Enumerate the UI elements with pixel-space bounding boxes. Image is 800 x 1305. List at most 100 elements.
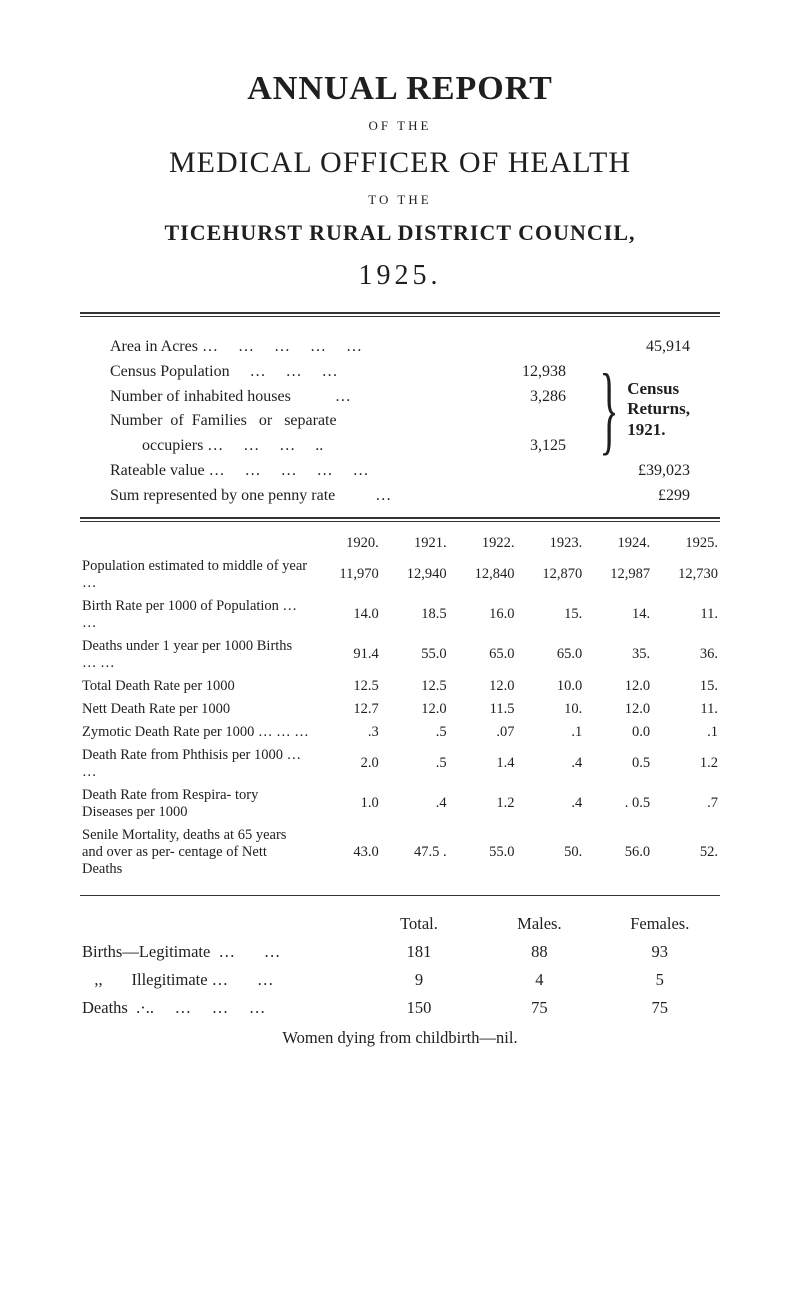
- rateable-value: £39,023: [580, 459, 690, 484]
- stats-cell: 91.4: [313, 635, 381, 675]
- stats-cell: .07: [449, 721, 517, 744]
- stats-cell: 52.: [652, 824, 720, 881]
- lower-footer: Women dying from childbirth—nil.: [80, 1028, 720, 1048]
- stats-cell: 12,870: [516, 555, 584, 595]
- stats-cell: 35.: [584, 635, 652, 675]
- stats-cell: .4: [516, 744, 584, 784]
- stats-cell: 12,940: [381, 555, 449, 595]
- title-year: 1925.: [80, 260, 720, 292]
- stats-cell: 12,987: [584, 555, 652, 595]
- stats-year-2: 1922.: [449, 532, 517, 555]
- lower-row-total: 150: [359, 994, 479, 1022]
- area-label: Area in Acres … … … … …: [110, 335, 502, 360]
- stats-cell: .4: [516, 784, 584, 824]
- sum-value: £299: [580, 484, 690, 509]
- stats-year-3: 1923.: [516, 532, 584, 555]
- census-pop-label: Census Population … … …: [110, 360, 496, 385]
- stats-cell: 15.: [652, 675, 720, 698]
- stats-cell: 15.: [516, 595, 584, 635]
- lower-row: Births—Legitimate … …1818893: [80, 938, 720, 966]
- stats-cell: .4: [381, 784, 449, 824]
- stats-cell: 14.0: [313, 595, 381, 635]
- divider-mid-b: [80, 521, 720, 522]
- lower-row-females: 93: [600, 938, 720, 966]
- stats-cell: 43.0: [313, 824, 381, 881]
- lower-block: Total. Males. Females. Births—Legitimate…: [80, 910, 720, 1048]
- stats-row-label: Nett Death Rate per 1000: [80, 698, 313, 721]
- sum-label: Sum represented by one penny rate …: [110, 484, 502, 509]
- stats-row-label: Total Death Rate per 1000: [80, 675, 313, 698]
- title-annual-report: ANNUAL REPORT: [80, 70, 720, 108]
- stats-cell: 1.2: [449, 784, 517, 824]
- inhabited-value: 3,286: [496, 385, 574, 410]
- lower-row-males: 75: [479, 994, 599, 1022]
- stats-cell: 11.5: [449, 698, 517, 721]
- stats-row: Total Death Rate per 100012.512.512.010.…: [80, 675, 720, 698]
- label-to-the: TO THE: [80, 192, 720, 208]
- stats-cell: 16.0: [449, 595, 517, 635]
- stats-cell: 2.0: [313, 744, 381, 784]
- stats-cell: 10.0: [516, 675, 584, 698]
- lower-row-males: 4: [479, 966, 599, 994]
- stats-row: Birth Rate per 1000 of Population … …14.…: [80, 595, 720, 635]
- stats-cell: 65.0: [449, 635, 517, 675]
- stats-cell: 12.7: [313, 698, 381, 721]
- stats-year-0: 1920.: [313, 532, 381, 555]
- stats-row: Zymotic Death Rate per 1000 … … ….3.5.07…: [80, 721, 720, 744]
- lower-hd-females: Females.: [600, 910, 720, 938]
- stats-cell: 56.0: [584, 824, 652, 881]
- stats-year-5: 1925.: [652, 532, 720, 555]
- stats-row-label: Deaths under 1 year per 1000 Births … …: [80, 635, 313, 675]
- stats-cell: 12.0: [584, 675, 652, 698]
- stats-cell: .3: [313, 721, 381, 744]
- area-value-spacer: [502, 335, 580, 360]
- stats-cell: 12,730: [652, 555, 720, 595]
- stats-cell: .1: [516, 721, 584, 744]
- lower-row-males: 88: [479, 938, 599, 966]
- lower-hd-total: Total.: [359, 910, 479, 938]
- stats-cell: 65.0: [516, 635, 584, 675]
- stats-cell: 50.: [516, 824, 584, 881]
- stats-cell: .5: [381, 744, 449, 784]
- stats-cell: 12.5: [381, 675, 449, 698]
- stats-row-label: Population estimated to middle of year …: [80, 555, 313, 595]
- title-medical-officer: MEDICAL OFFICER OF HEALTH: [80, 146, 720, 180]
- stats-cell: .5: [381, 721, 449, 744]
- label-of-the: OF THE: [80, 118, 720, 134]
- lower-row-label: Births—Legitimate … …: [80, 938, 359, 966]
- stats-cell: 1.2: [652, 744, 720, 784]
- lower-row-label: ,, Illegitimate … …: [80, 966, 359, 994]
- lower-row-females: 75: [600, 994, 720, 1022]
- families-value: 3,125: [496, 434, 574, 459]
- stats-row: Nett Death Rate per 100012.712.011.510.1…: [80, 698, 720, 721]
- title-council: TICEHURST RURAL DISTRICT COUNCIL,: [80, 220, 720, 246]
- stats-header-row: 1920. 1921. 1922. 1923. 1924. 1925.: [80, 532, 720, 555]
- census-pop-value: 12,938: [496, 360, 574, 385]
- stats-year-1: 1921.: [381, 532, 449, 555]
- stats-cell: 36.: [652, 635, 720, 675]
- stats-cell: .1: [652, 721, 720, 744]
- stats-cell: 11.: [652, 698, 720, 721]
- area-value: 45,914: [580, 335, 690, 360]
- lower-row-total: 181: [359, 938, 479, 966]
- stats-cell: 18.5: [381, 595, 449, 635]
- stats-row-label: Birth Rate per 1000 of Population … …: [80, 595, 313, 635]
- stats-row-label: Senile Mortality, deaths at 65 years and…: [80, 824, 313, 881]
- stats-row-label: Zymotic Death Rate per 1000 … … …: [80, 721, 313, 744]
- stats-cell: . 0.5: [584, 784, 652, 824]
- brace-icon: }: [600, 369, 619, 449]
- stats-cell: 1.0: [313, 784, 381, 824]
- divider-bottom: [80, 895, 720, 896]
- lower-row-total: 9: [359, 966, 479, 994]
- inhabited-label: Number of inhabited houses …: [110, 385, 496, 410]
- lower-hd-males: Males.: [479, 910, 599, 938]
- summary-block: Area in Acres … … … … … 45,914 Census Po…: [110, 335, 690, 509]
- lower-row-label: Deaths .·.. … … …: [80, 994, 359, 1022]
- stats-cell: 1.4: [449, 744, 517, 784]
- families-label-1: Number of Families or separate: [110, 409, 496, 434]
- stats-cell: 0.5: [584, 744, 652, 784]
- stats-cell: 12.0: [381, 698, 449, 721]
- families-label-2: occupiers … … … ..: [110, 434, 496, 459]
- stats-row: Deaths under 1 year per 1000 Births … …9…: [80, 635, 720, 675]
- stats-cell: 12,840: [449, 555, 517, 595]
